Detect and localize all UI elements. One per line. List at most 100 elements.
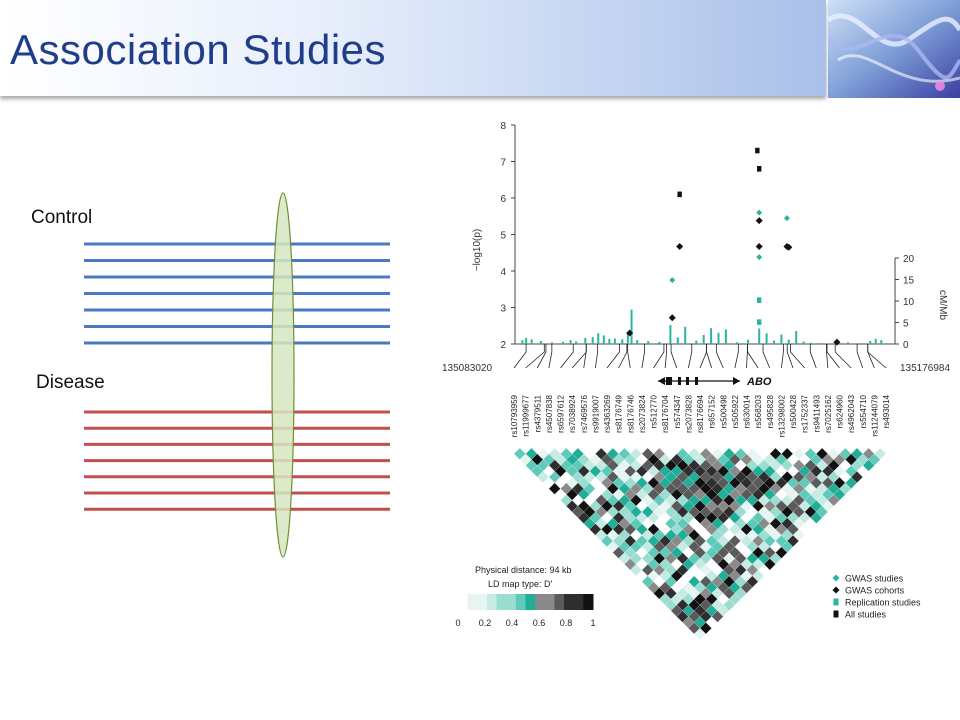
- association-point: [755, 147, 760, 154]
- snp-connector: [687, 344, 693, 369]
- snp-connector: [525, 344, 545, 369]
- y2-tick-label: 0: [903, 340, 909, 351]
- ld-scale-tick: 0.2: [479, 618, 492, 628]
- recombination-bar: [597, 333, 600, 344]
- snp-connector: [548, 344, 553, 369]
- snp-connector: [513, 344, 527, 369]
- ld-scale-segment: [573, 594, 584, 610]
- snp-label: rs574347: [673, 394, 682, 428]
- dna-helix-image: [828, 0, 960, 98]
- association-point: [677, 191, 682, 198]
- recombination-bar: [684, 326, 687, 344]
- snp-label: rs657152: [708, 394, 717, 428]
- disease-haplotypes: [84, 410, 390, 511]
- ld-scale: Physical distance: 94 kb LD map type: D′…: [455, 565, 595, 628]
- recombination-bar: [551, 342, 553, 344]
- snp-label: rs7025162: [824, 394, 833, 432]
- ld-scale-segment: [458, 594, 469, 610]
- snp-label: rs7038924: [568, 394, 577, 432]
- snp-label: rs11244079: [870, 394, 879, 436]
- snp-connector: [856, 344, 864, 369]
- recombination-bars: [521, 309, 883, 344]
- recombination-bar: [539, 340, 542, 344]
- recombination-bar: [695, 340, 698, 344]
- snp-label: rs2073824: [638, 394, 647, 432]
- snp-label: rs512770: [650, 394, 659, 428]
- gene-track: ABO: [658, 376, 772, 388]
- ld-scale-segment: [467, 594, 478, 610]
- ld-scale-segment: [544, 594, 555, 610]
- recombination-bar: [630, 309, 633, 344]
- snp-label: rs4379511: [533, 394, 542, 432]
- legend-label: GWAS cohorts: [845, 586, 905, 596]
- snp-connector: [826, 344, 840, 369]
- ld-scale-tick: 0: [455, 618, 460, 628]
- snp-connector: [809, 344, 817, 369]
- ld-scale-segment: [486, 594, 498, 610]
- legend-marker: [833, 610, 839, 618]
- snp-connectors: [513, 344, 887, 369]
- recombination-bar: [562, 341, 565, 344]
- snp-label: rs2073828: [684, 394, 693, 432]
- association-point: [755, 243, 763, 251]
- haplotype-diagram: [84, 192, 390, 558]
- control-label: Control: [31, 207, 93, 228]
- recombination-bar: [569, 340, 572, 344]
- recombination-bar: [636, 340, 639, 344]
- ld-cell: [694, 628, 706, 640]
- snp-label: rs1752337: [801, 394, 810, 432]
- recombination-bar: [608, 338, 611, 344]
- snp-connector: [867, 344, 887, 369]
- recombination-bar: [626, 333, 629, 344]
- association-point: [668, 314, 676, 322]
- y2-tick-label: 20: [903, 254, 915, 265]
- y2-tick-label: 5: [903, 319, 909, 330]
- recombination-bar: [647, 340, 650, 344]
- y2-tick-label: 15: [903, 276, 915, 287]
- snp-connector: [790, 344, 805, 369]
- recombination-bar: [676, 337, 679, 344]
- snp-label: rs624960: [836, 394, 845, 428]
- ld-scale-segment: [477, 594, 488, 610]
- ld-map-type-label: LD map type: D′: [488, 579, 553, 589]
- y-tick-label: 2: [500, 340, 506, 351]
- snp-connector: [664, 344, 667, 369]
- recombination-bar: [717, 332, 720, 344]
- snp-connector: [653, 344, 665, 369]
- snp-connector: [536, 344, 547, 369]
- association-point: [757, 319, 762, 325]
- association-point: [757, 297, 762, 303]
- snp-label: rs8176694: [696, 394, 705, 432]
- x-start-label: 135083020: [442, 363, 492, 374]
- recombination-bar: [880, 340, 883, 344]
- recombination-bar: [591, 337, 594, 344]
- snp-connector: [670, 344, 678, 369]
- ld-scale-segment: [564, 594, 575, 610]
- y2-tick-label: 10: [903, 297, 915, 308]
- ld-scale-segment: [515, 594, 526, 610]
- snp-connector: [641, 344, 645, 369]
- recombination-bar: [736, 342, 738, 344]
- recombination-bar: [869, 340, 872, 344]
- gene-label: ABO: [746, 376, 772, 388]
- snp-label: rs500498: [719, 394, 728, 428]
- snp-label: rs8176749: [615, 394, 624, 432]
- snp-label: rs9411493: [812, 394, 821, 432]
- snp-connector: [699, 344, 707, 369]
- snp-connector: [606, 344, 620, 369]
- ld-scale-segment: [554, 594, 565, 610]
- association-point: [785, 243, 793, 251]
- snp-label: rs9919007: [591, 394, 600, 432]
- recombination-bar: [765, 333, 768, 344]
- snp-connector: [780, 344, 784, 369]
- recombination-bar: [658, 341, 661, 344]
- title-banner: Association Studies: [0, 0, 826, 96]
- association-points: [626, 147, 841, 346]
- snp-label: rs500428: [789, 394, 798, 428]
- snp-label: rs495828: [766, 394, 775, 428]
- snp-connector: [715, 344, 724, 369]
- legend: GWAS studies GWAS cohorts Replication stud…: [832, 574, 921, 620]
- x-end-label: 135176984: [900, 363, 950, 374]
- recombination-bar: [787, 339, 790, 344]
